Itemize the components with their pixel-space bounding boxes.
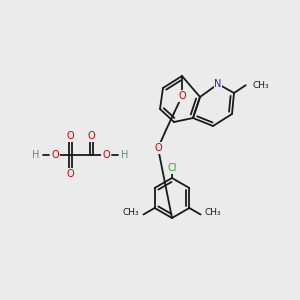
- Text: O: O: [154, 143, 162, 153]
- Text: H: H: [32, 150, 40, 160]
- Text: CH₃: CH₃: [123, 208, 140, 217]
- Text: CH₃: CH₃: [253, 81, 269, 90]
- Text: O: O: [102, 150, 110, 160]
- Text: CH₃: CH₃: [205, 208, 221, 217]
- Text: H: H: [121, 150, 129, 160]
- Text: O: O: [87, 131, 95, 141]
- Text: O: O: [51, 150, 59, 160]
- Text: N: N: [214, 79, 222, 89]
- Text: O: O: [66, 169, 74, 179]
- Text: O: O: [66, 131, 74, 141]
- Text: O: O: [178, 91, 186, 101]
- Text: Cl: Cl: [167, 163, 177, 173]
